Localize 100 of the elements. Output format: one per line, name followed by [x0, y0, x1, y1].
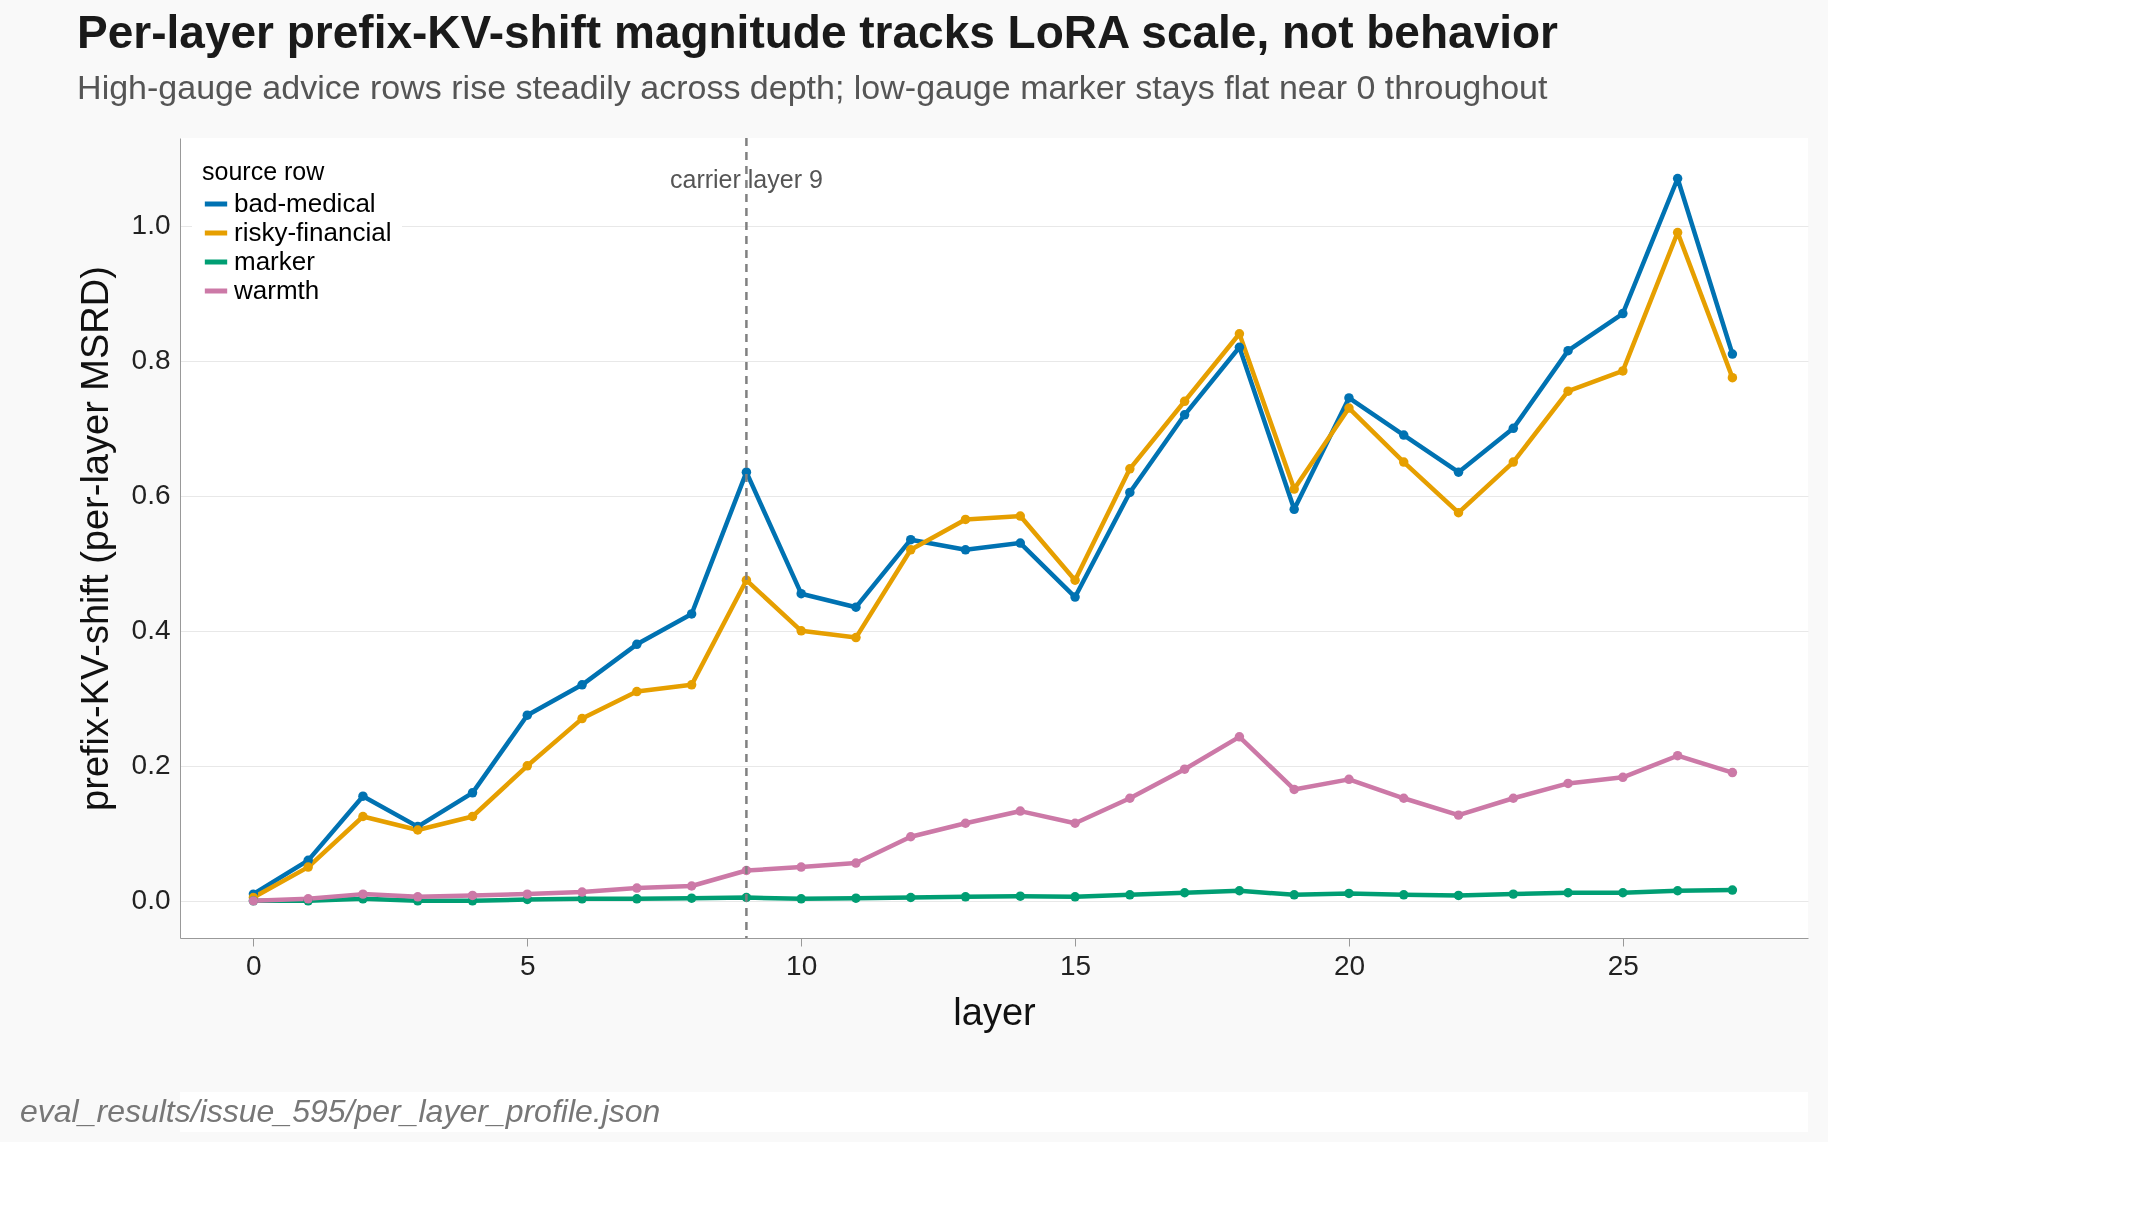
- point: [1399, 793, 1409, 803]
- point: [467, 890, 478, 901]
- point: [1179, 396, 1190, 407]
- point: [1672, 750, 1683, 761]
- point: [1508, 423, 1519, 434]
- point: [1125, 793, 1135, 803]
- x-tick-label: 15: [1059, 949, 1092, 981]
- point: [1015, 891, 1026, 901]
- point: [467, 811, 478, 822]
- point: [1727, 767, 1738, 778]
- y-tick-label: 1.0: [131, 209, 171, 241]
- point: [467, 788, 478, 798]
- ref-line-label: carrier layer 9: [669, 165, 823, 193]
- point: [577, 713, 587, 724]
- point: [686, 609, 697, 619]
- point: [1234, 732, 1245, 742]
- point: [303, 862, 313, 872]
- point: [412, 892, 423, 902]
- point: [1727, 349, 1738, 359]
- y-axis-title: prefix-KV-shift (per-layer MSRD): [73, 266, 116, 811]
- point: [1453, 467, 1464, 477]
- point: [632, 883, 642, 893]
- point: [851, 632, 861, 643]
- point: [632, 894, 642, 904]
- point: [851, 602, 861, 612]
- point: [1508, 889, 1519, 899]
- legend-label: bad-medical: [234, 188, 376, 218]
- point: [1070, 575, 1080, 585]
- point: [905, 832, 916, 842]
- point: [796, 626, 806, 636]
- point: [686, 881, 697, 891]
- point: [686, 893, 697, 903]
- point: [686, 680, 697, 690]
- point: [851, 858, 861, 868]
- point: [1618, 888, 1628, 898]
- point: [1179, 888, 1190, 898]
- point: [960, 892, 971, 902]
- y-tick-label: 0.4: [131, 614, 171, 646]
- point: [1727, 885, 1738, 895]
- point: [796, 862, 806, 872]
- point: [1508, 457, 1519, 467]
- point: [412, 825, 423, 835]
- point: [1070, 592, 1080, 602]
- point: [1070, 818, 1080, 828]
- point: [1015, 538, 1026, 548]
- point: [1179, 764, 1190, 774]
- chart-title: Per-layer prefix-KV-shift magnitude tracks LoRA scale, not behavior: [77, 5, 1559, 58]
- point: [577, 887, 587, 897]
- point: [1015, 511, 1026, 521]
- point: [1070, 892, 1080, 902]
- point: [1289, 890, 1299, 900]
- x-tick-label: 5: [520, 949, 536, 981]
- point: [960, 818, 971, 828]
- point: [1672, 886, 1683, 896]
- point: [358, 791, 368, 801]
- point: [1563, 386, 1573, 396]
- point: [905, 545, 916, 555]
- point: [1289, 484, 1299, 494]
- point: [960, 545, 971, 555]
- point: [1399, 430, 1409, 440]
- point: [358, 811, 368, 822]
- point: [1344, 888, 1354, 899]
- x-axis-title: layer: [953, 990, 1037, 1033]
- point: [1618, 366, 1628, 376]
- y-tick-label: 0.8: [131, 344, 171, 376]
- point: [1234, 886, 1245, 896]
- point: [522, 710, 533, 720]
- x-tick-label: 0: [246, 949, 262, 981]
- legend-label: marker: [234, 246, 316, 276]
- point: [1125, 890, 1135, 900]
- point: [1453, 507, 1464, 518]
- legend-title: source row: [202, 157, 326, 185]
- point: [905, 534, 916, 545]
- point: [1344, 393, 1354, 403]
- x-tick-label: 20: [1333, 949, 1366, 981]
- point: [1179, 410, 1190, 420]
- chart-subtitle: High-gauge advice rows rise steadily across depth; low-gauge marker stays flat near 0 throughout: [77, 67, 1548, 106]
- point: [851, 893, 861, 903]
- point: [1508, 793, 1519, 803]
- point: [1125, 487, 1135, 498]
- point: [1344, 774, 1354, 785]
- point: [1727, 372, 1738, 383]
- legend-label: risky-financial: [234, 217, 392, 247]
- point: [522, 889, 533, 899]
- point: [905, 892, 916, 903]
- point: [358, 889, 368, 899]
- point: [1563, 888, 1573, 898]
- point: [1563, 345, 1573, 356]
- point: [1453, 810, 1464, 820]
- legend-label: warmth: [233, 275, 320, 305]
- point: [522, 761, 533, 771]
- point: [1015, 806, 1026, 816]
- point: [1289, 784, 1299, 795]
- point: [1125, 464, 1135, 474]
- point: [1399, 457, 1409, 467]
- point: [1618, 772, 1628, 783]
- point: [1453, 890, 1464, 901]
- y-tick-label: 0.6: [131, 479, 171, 511]
- text: eval_results/issue_595/per_layer_profile.json: [20, 1093, 661, 1129]
- point: [1618, 308, 1628, 319]
